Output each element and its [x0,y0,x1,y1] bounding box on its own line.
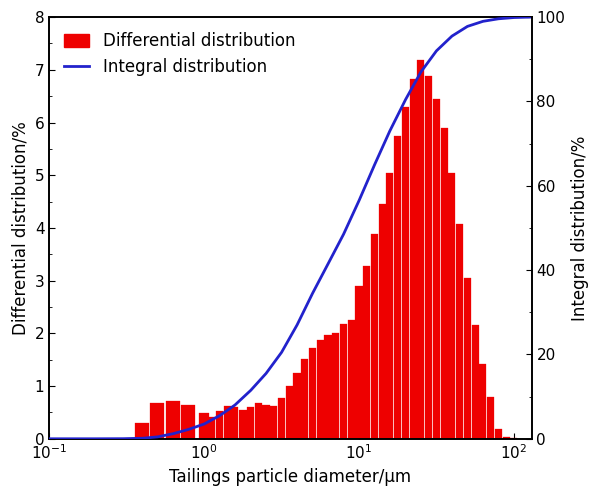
Bar [135,423,149,439]
X-axis label: Tailings particle diameter/μm: Tailings particle diameter/μm [169,468,412,486]
Bar [355,286,362,439]
Bar [255,403,262,439]
Bar [464,278,471,439]
Bar [309,348,316,439]
Bar [340,324,347,439]
Bar [216,412,223,439]
Bar [270,406,277,439]
Bar [510,438,517,439]
Bar [325,335,332,439]
Bar [262,405,269,439]
Bar [181,405,195,439]
Bar [332,333,339,439]
Bar [417,60,424,439]
Bar [166,401,180,439]
Y-axis label: Integral distribution/%: Integral distribution/% [571,135,589,321]
Y-axis label: Differential distribution/%: Differential distribution/% [11,121,29,335]
Bar [402,107,409,439]
Bar [394,136,401,439]
Bar [199,414,209,439]
Bar [363,266,370,439]
Bar [286,386,293,439]
Bar [247,407,254,439]
Bar [410,80,417,439]
Bar [440,128,448,439]
Bar [487,397,494,439]
Bar [425,76,432,439]
Legend: Differential distribution, Integral distribution: Differential distribution, Integral dist… [58,25,302,83]
Bar [231,407,238,439]
Bar [386,172,394,439]
Bar [347,320,355,439]
Bar [239,410,247,439]
Bar [293,373,301,439]
Bar [379,204,386,439]
Bar [495,429,502,439]
Bar [448,172,455,439]
Bar [479,364,487,439]
Bar [150,403,164,439]
Bar [224,406,230,439]
Bar [278,398,285,439]
Bar [371,234,378,439]
Bar [301,359,308,439]
Bar [472,326,479,439]
Bar [433,99,440,439]
Bar [317,339,324,439]
Bar [503,437,509,439]
Bar [208,416,215,439]
Bar [456,224,463,439]
